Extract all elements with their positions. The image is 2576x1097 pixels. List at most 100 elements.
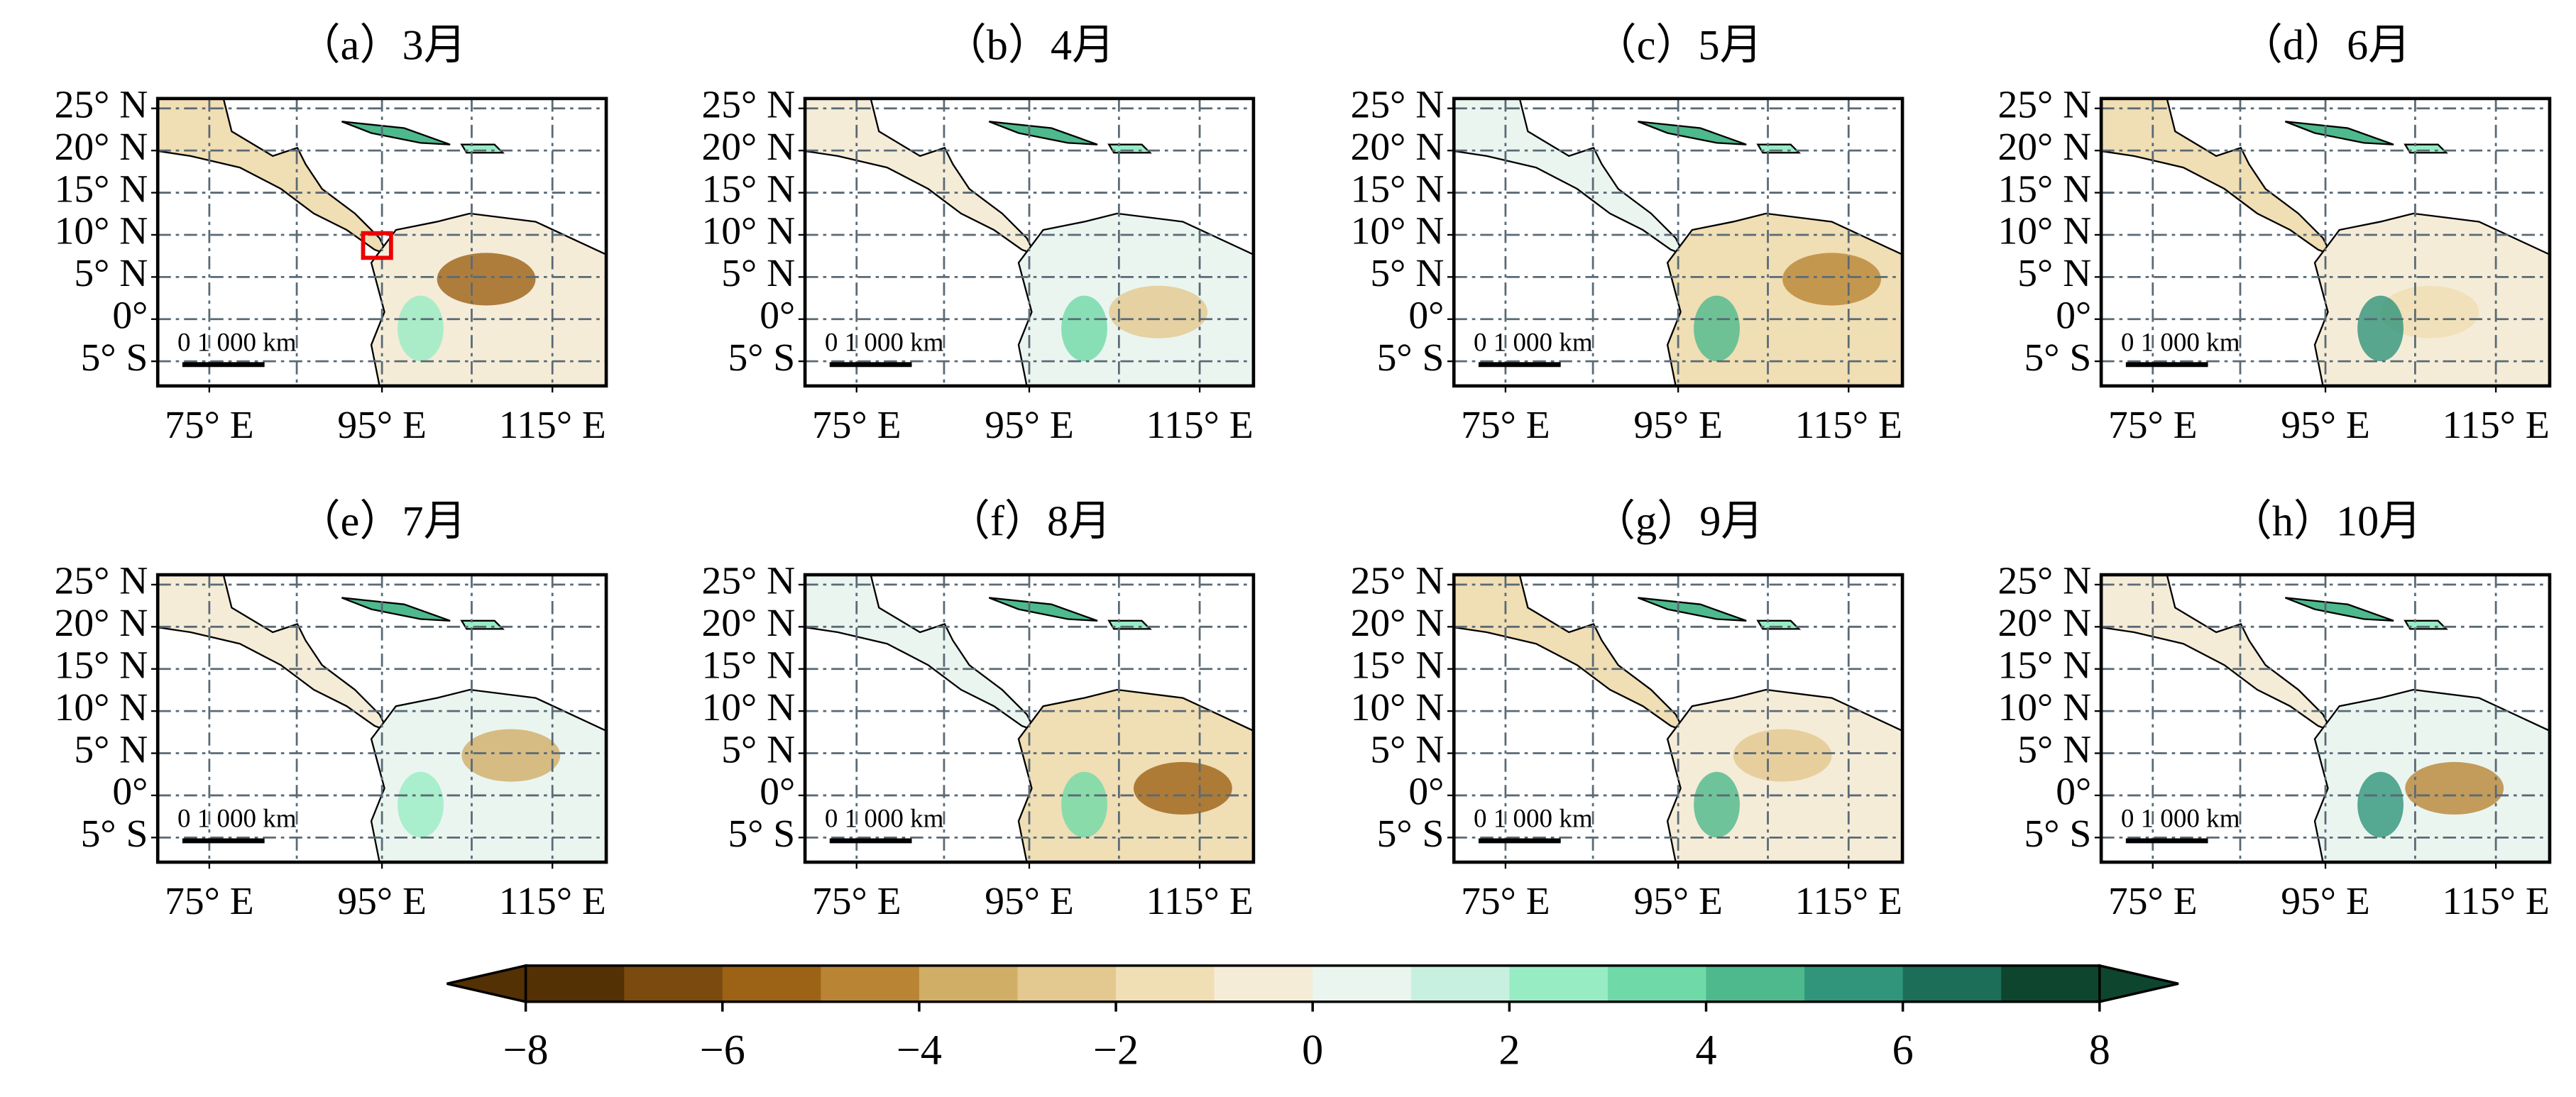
map-panel: （h）10月 25° N20° N15° N10° N5° N0°5° S 75° … <box>1997 497 2552 923</box>
lat-label: 25° N <box>55 83 148 126</box>
scale-label: 0 1 000 km <box>825 329 944 358</box>
frame <box>155 573 608 864</box>
color-bin <box>1804 965 1904 1002</box>
lat-label: 10° N <box>701 210 795 253</box>
lat-label: 5° S <box>728 812 795 856</box>
map-area <box>805 98 1254 386</box>
colorbar-tick-label: −6 <box>700 1027 745 1074</box>
lon-label: 95° E <box>985 404 1074 447</box>
panel-title: （b）4月 <box>944 21 1115 69</box>
panel-title: （c）5月 <box>1594 21 1763 69</box>
colorbar-tick-label: 4 <box>1695 1027 1716 1074</box>
lat-label: 15° N <box>1997 644 2091 687</box>
lon-label: 115° E <box>2442 404 2549 447</box>
lat-label: 5° S <box>2024 812 2091 856</box>
lon-label: 75° E <box>1461 404 1550 447</box>
land <box>1666 212 1903 386</box>
frame <box>155 97 608 388</box>
lat-label: 25° N <box>1997 560 2091 603</box>
lat-label: 25° N <box>1351 83 1445 126</box>
lon-label: 75° E <box>1461 880 1550 923</box>
lat-label: 20° N <box>55 126 148 169</box>
lon-label: 75° E <box>2108 404 2198 447</box>
lat-label: 0° <box>2056 771 2091 814</box>
island <box>341 121 451 145</box>
panel-title: （e）7月 <box>297 497 466 545</box>
lat-label: 5° N <box>74 728 148 771</box>
lat-label: 5° S <box>81 336 148 380</box>
lat-label: 25° N <box>1997 83 2091 126</box>
island <box>1638 121 1747 145</box>
frame <box>803 573 1256 864</box>
scale-label: 0 1 000 km <box>2121 329 2240 358</box>
panel-title: （h）10月 <box>2230 497 2422 545</box>
map-area <box>1454 575 1903 863</box>
scale-label: 0 1 000 km <box>1474 329 1593 358</box>
anomaly-patch <box>1694 295 1740 362</box>
lon-label: 95° E <box>2281 404 2370 447</box>
lat-label: 20° N <box>1997 602 2091 645</box>
lat-label: 10° N <box>55 210 148 253</box>
lat-label: 20° N <box>1997 126 2091 169</box>
colorbar: −8 −6 −4 −2 0 2 4 6 8 <box>446 964 2179 1074</box>
island <box>988 121 1098 145</box>
anomaly-patch <box>398 295 444 362</box>
anomaly-patch <box>1133 761 1232 815</box>
island <box>2284 121 2394 145</box>
lat-label: 5° N <box>74 252 148 295</box>
lon-label: 95° E <box>985 880 1074 923</box>
lat-label: 5° N <box>721 728 795 771</box>
lon-label: 95° E <box>1633 880 1723 923</box>
lat-label: 5° S <box>81 812 148 856</box>
lat-label: 10° N <box>1997 210 2091 253</box>
anomaly-patch <box>2357 295 2404 362</box>
lon-label: 115° E <box>1795 880 1902 923</box>
anomaly-patch <box>1061 771 1107 838</box>
color-bin <box>722 965 822 1002</box>
map-area <box>805 575 1254 863</box>
lat-label: 5° S <box>2024 336 2091 380</box>
color-bin <box>2001 965 2100 1002</box>
scale-label: 0 1 000 km <box>825 805 944 834</box>
anomaly-patch <box>1694 771 1740 838</box>
color-bin <box>1509 965 1609 1002</box>
lat-label: 0° <box>2056 294 2091 338</box>
lat-label: 5° S <box>1377 336 1445 380</box>
map-area <box>158 98 607 386</box>
lat-label: 10° N <box>701 686 795 729</box>
lat-label: 15° N <box>1997 167 2091 211</box>
lon-label: 115° E <box>1146 404 1253 447</box>
map-panel: （e）7月 25° N20° N15° N10° N5° N0°5° S 75° E… <box>55 497 608 923</box>
lon-label: 75° E <box>812 404 901 447</box>
colorbar-tick-label: −4 <box>897 1027 942 1074</box>
lat-label: 15° N <box>701 644 795 687</box>
colorbar-tick-label: −8 <box>503 1027 549 1074</box>
lat-label: 10° N <box>1351 686 1445 729</box>
lon-label: 95° E <box>1633 404 1723 447</box>
color-bin <box>1312 965 1412 1002</box>
color-bin <box>1902 965 2002 1002</box>
map-panel: （d）6月 25° N20° N15° N10° N5° N0°5° S 75° E… <box>1997 21 2552 447</box>
lon-label: 75° E <box>2108 880 2198 923</box>
map-panel: （c）5月 25° N20° N15° N10° N5° N0°5° S 75° E… <box>1351 21 1904 447</box>
lat-label: 10° N <box>1997 686 2091 729</box>
map-panel: （f）8月 25° N20° N15° N10° N5° N0°5° S 75° E… <box>701 497 1256 923</box>
anomaly-patch <box>461 729 561 782</box>
highlight-box <box>361 231 393 260</box>
lon-label: 75° E <box>165 404 254 447</box>
lat-label: 5° N <box>1370 252 1444 295</box>
color-bin <box>525 965 625 1002</box>
lat-label: 15° N <box>1351 167 1445 211</box>
panel-title: （g）9月 <box>1593 497 1764 545</box>
lat-label: 0° <box>112 771 148 814</box>
lat-label: 25° N <box>701 83 795 126</box>
colorbar-tick-label: 0 <box>1302 1027 1323 1074</box>
map-panel: （b）4月 25° N20° N15° N10° N5° N0°5° S 75° E… <box>701 21 1256 447</box>
lat-label: 15° N <box>1351 644 1445 687</box>
island <box>341 597 451 622</box>
frame <box>1452 573 1904 864</box>
anomaly-patch <box>437 253 536 306</box>
lat-label: 10° N <box>1351 210 1445 253</box>
lat-label: 20° N <box>1351 602 1445 645</box>
